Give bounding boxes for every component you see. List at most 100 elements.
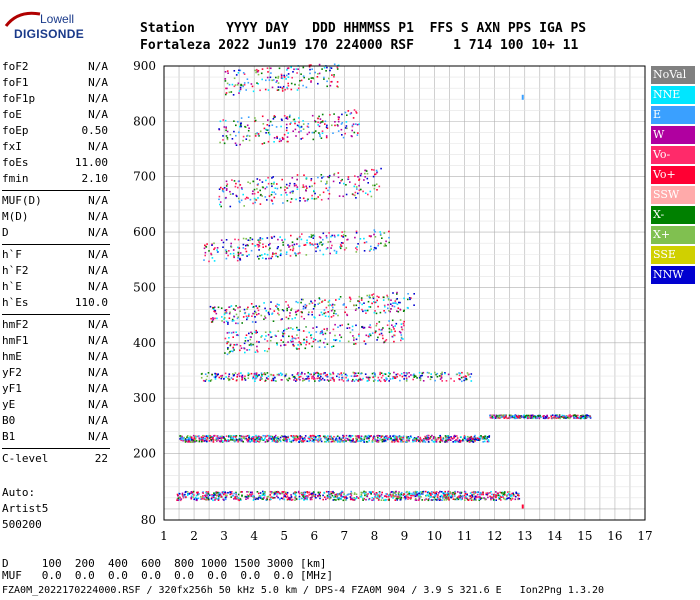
echo-point <box>302 495 304 497</box>
echo-point <box>331 244 333 247</box>
echo-point <box>287 67 290 69</box>
echo-point <box>290 88 293 91</box>
echo-point <box>393 434 395 437</box>
echo-point <box>401 436 404 439</box>
echo-point <box>220 307 223 309</box>
echo-point <box>333 310 336 312</box>
echo-point <box>268 248 270 251</box>
echo-point <box>303 496 305 499</box>
echo-point <box>308 436 310 438</box>
echo-point <box>290 435 292 437</box>
echo-point <box>282 202 284 204</box>
echo-point <box>271 191 273 193</box>
echo-point <box>271 438 274 440</box>
echo-point <box>330 435 332 438</box>
echo-point <box>341 134 343 136</box>
echo-point <box>413 374 416 377</box>
echo-point <box>488 436 490 438</box>
echo-point <box>487 439 490 441</box>
echo-point <box>263 372 266 374</box>
echo-point <box>568 414 570 417</box>
echo-point <box>322 238 324 241</box>
echo-point <box>260 336 262 338</box>
echo-point <box>218 492 221 494</box>
echo-point <box>326 327 328 330</box>
echo-point <box>246 494 249 496</box>
echo-point <box>318 493 321 495</box>
echo-point <box>281 492 283 495</box>
echo-point <box>261 498 263 500</box>
echo-point <box>229 350 231 353</box>
echo-point <box>208 498 210 501</box>
echo-point <box>282 439 284 441</box>
echo-point <box>271 440 274 442</box>
echo-point <box>264 435 266 437</box>
echo-point <box>334 339 337 342</box>
echo-point <box>257 313 260 315</box>
echo-point <box>519 415 521 417</box>
echo-point <box>371 372 374 375</box>
echo-point <box>259 89 261 92</box>
echo-point <box>302 84 304 87</box>
echo-point <box>241 322 243 324</box>
echo-point <box>268 347 270 350</box>
echo-point <box>399 499 402 501</box>
echo-point <box>400 372 403 375</box>
echo-point <box>235 313 238 316</box>
echo-point <box>390 437 392 439</box>
echo-point <box>307 496 309 498</box>
echo-point <box>316 76 319 78</box>
echo-point <box>518 492 520 495</box>
echo-point <box>322 175 325 178</box>
echo-point <box>275 335 277 337</box>
echo-point <box>253 313 256 315</box>
logo-text-top: Lowell <box>40 12 75 26</box>
echo-point <box>263 493 266 496</box>
echo-point <box>459 495 462 497</box>
echo-point <box>308 377 310 380</box>
echo-point <box>347 340 350 343</box>
echo-point <box>459 441 461 443</box>
echo-point <box>503 497 505 500</box>
echo-point <box>343 372 345 374</box>
echo-point <box>453 437 455 439</box>
echo-point <box>426 494 429 496</box>
echo-point <box>224 491 226 493</box>
echo-point <box>512 493 515 496</box>
echo-point <box>240 187 243 189</box>
echo-point <box>420 375 422 377</box>
echo-point <box>442 437 445 439</box>
echo-point <box>464 378 467 380</box>
echo-point <box>329 438 332 440</box>
echo-point <box>232 350 234 353</box>
echo-point <box>328 491 330 493</box>
echo-point <box>286 307 288 310</box>
echo-point <box>569 414 571 416</box>
echo-point <box>281 239 283 241</box>
echo-point <box>457 491 459 493</box>
echo-point <box>477 439 479 441</box>
echo-point <box>255 305 257 307</box>
echo-point <box>400 323 403 325</box>
echo-point <box>285 253 288 255</box>
echo-point <box>333 76 335 78</box>
echo-point <box>321 68 323 70</box>
echo-point <box>272 118 275 120</box>
echo-point <box>450 492 452 494</box>
echo-point <box>256 345 258 348</box>
echo-point <box>510 415 512 418</box>
echo-point <box>228 250 230 252</box>
echo-point <box>582 414 584 416</box>
echo-point <box>402 494 405 496</box>
echo-point <box>470 380 473 382</box>
echo-point <box>333 312 335 315</box>
echo-point <box>459 491 461 494</box>
echo-point <box>298 329 301 331</box>
echo-point <box>342 380 345 382</box>
echo-point <box>201 497 204 500</box>
echo-point <box>327 438 329 441</box>
echo-point <box>364 343 367 345</box>
echo-point <box>225 320 228 323</box>
echo-point <box>466 498 469 501</box>
echo-point <box>498 415 500 418</box>
